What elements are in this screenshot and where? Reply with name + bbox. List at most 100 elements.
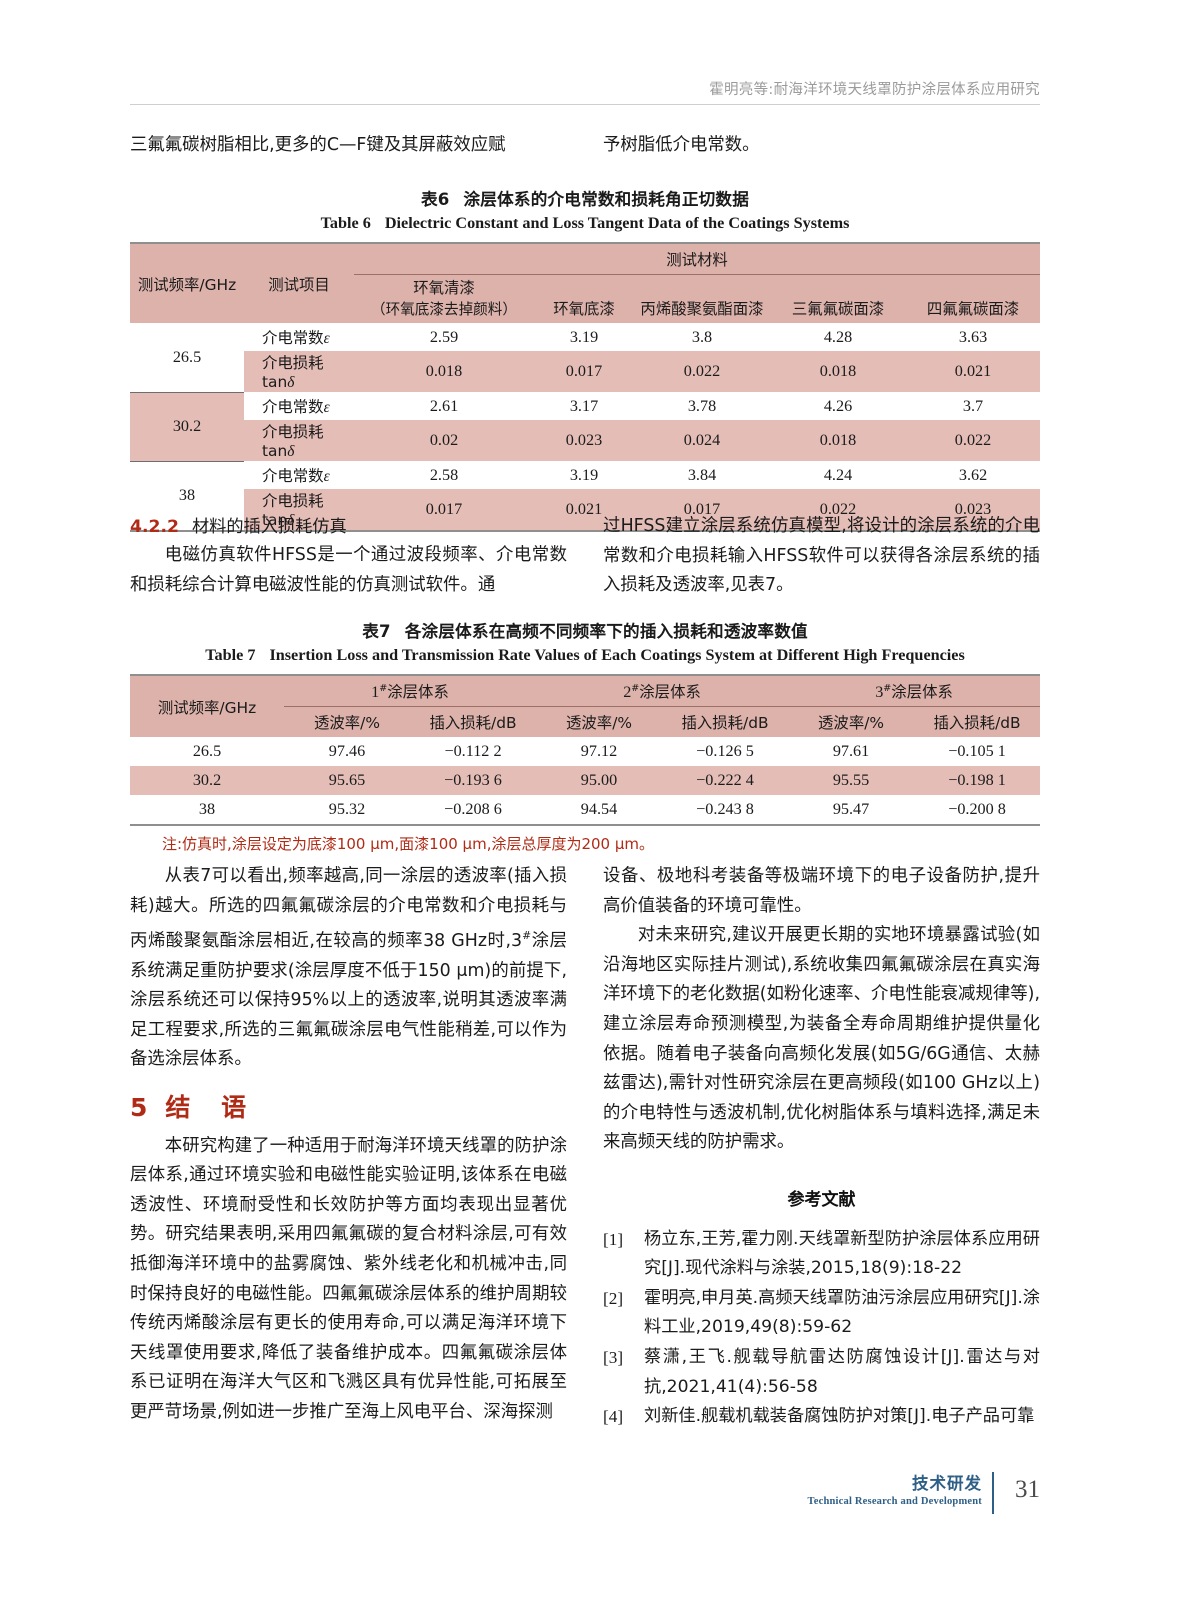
table6-cell: 0.024: [683, 431, 721, 449]
table6-freq-0: 26.5: [130, 323, 244, 393]
table7-cell: −0.105 1: [948, 742, 1006, 760]
table6-freq-2: 38: [130, 461, 244, 532]
reference-index: [4]: [603, 1407, 624, 1427]
table-row: 介电损耗tanδ 0.018 0.017 0.022 0.018 0.021: [130, 351, 1041, 392]
references-title: 参考文献: [787, 1189, 856, 1210]
table7-subcol-loss-2: 插入损耗/dB: [681, 714, 769, 732]
table6-cell: 0.02: [429, 431, 459, 449]
table6-caption-cn-text: 涂层体系的介电常数和损耗角正切数据: [463, 190, 750, 209]
table6-cell: 2.59: [429, 327, 459, 346]
table6-cell: 3.84: [687, 465, 717, 484]
table7-subcol-trans-3: 透波率/%: [818, 714, 885, 732]
table7-cell: −0.126 5: [696, 742, 754, 760]
section-4-2-2-left: 4.2.2 材料的插入损耗仿真 电磁仿真软件HFSS是一个通过波段频率、介电常数和…: [130, 512, 567, 618]
table7-system-3: 3#涂层体系: [788, 674, 1041, 707]
table6-cell: 0.017: [354, 489, 534, 532]
table7-caption-cn-number: 表7: [362, 622, 391, 641]
section-4-2-2-number: 4.2.2: [130, 517, 179, 537]
reference-text: 蔡潇,王飞.舰载导航雷达防腐蚀设计[J].雷达与对抗,2021,41(4):56…: [644, 1346, 1040, 1397]
table6-cell: 0.023: [906, 489, 1041, 532]
section-4-2-2-paragraph-left: 电磁仿真软件HFSS是一个通过波段频率、介电常数和损耗综合计算电磁波性能的仿真测…: [130, 545, 567, 595]
table7-cell: −0.193 6: [444, 771, 502, 789]
table7-subcol-trans-1: 透波率/%: [314, 714, 380, 732]
table7-cell: 95.55: [832, 771, 870, 789]
page-footer: 技术研发 Technical Research and Development …: [130, 1470, 1040, 1530]
section-5-heading: 5 结 语: [130, 1093, 567, 1123]
table6-caption-en-text: Dielectric Constant and Loss Tangent Dat…: [384, 214, 850, 232]
table7-caption-cn: 表7 各涂层体系在高频不同频率下的插入损耗和透波率数值: [130, 618, 1040, 642]
running-head: 霍明亮等:耐海洋环境天线罩防护涂层体系应用研究: [709, 82, 1040, 98]
section-4-2-2-paragraph-right: 过HFSS建立涂层系统仿真模型,将设计的涂层系统的介电常数和介电损耗输入HFSS…: [603, 516, 1040, 596]
table6-row-label-eps: 介电常数ε: [262, 467, 330, 485]
table6-caption-en: Table 6 Dielectric Constant and Loss Tang…: [130, 214, 1040, 233]
table6-caption-cn: 表6 涂层体系的介电常数和损耗角正切数据: [130, 186, 1040, 210]
table7-cell: 95.00: [580, 771, 618, 789]
table7-note: 注:仿真时,涂层设定为底漆100 μm,面漆100 μm,涂层总厚度为200 μ…: [162, 835, 655, 853]
table6-cell: 0.018: [819, 362, 857, 380]
table6-row-label-tan: 介电损耗tanδ: [244, 489, 354, 532]
table7-cell: 95.32: [284, 795, 410, 826]
list-item: [3] 蔡潇,王飞.舰载导航雷达防腐蚀设计[J].雷达与对抗,2021,41(4…: [603, 1343, 1040, 1402]
table7-cell: −0.198 1: [948, 771, 1006, 789]
table6-cell: 3.17: [569, 396, 599, 415]
table6-cell: 0.022: [683, 362, 721, 380]
table6-cell: 3.8: [691, 327, 713, 346]
table6-material-2: 环氧底漆: [553, 300, 615, 318]
table6-row-label-tan: 介电损耗tanδ: [262, 354, 324, 391]
table6: 测试频率/GHz 测试项目 测试材料 环氧清漆 （环氧底漆去掉颜料） 环氧底漆 …: [130, 242, 1041, 532]
table7-system-2: 2#涂层体系: [536, 674, 789, 707]
table-row: 38 介电常数ε 2.58 3.19 3.84 4.24 3.62: [130, 461, 1040, 532]
table7-cell: −0.222 4: [696, 771, 754, 789]
table6-cell: 3.7: [962, 396, 984, 415]
reference-text: 杨立东,王芳,霍力刚.天线罩新型防护涂层体系应用研究[J].现代涂料与涂装,20…: [644, 1228, 1040, 1279]
section-5-number: 5: [130, 1092, 149, 1122]
table6-cell: 0.018: [425, 362, 463, 380]
body-right-paragraph-2: 对未来研究,建议开展更长期的实地环境暴露试验(如沿海地区实际挂片测试),系统收集…: [603, 925, 1040, 1153]
table7-caption-en: Table 7 Insertion Loss and Transmission R…: [130, 646, 1040, 665]
table-row: 38 95.32 −0.208 6 94.54 −0.243 8 95.47 −…: [130, 795, 1041, 826]
table6-cell: 0.018: [819, 431, 857, 449]
table6-freq-1: 30.2: [130, 392, 244, 462]
list-item: [2] 霍明亮,申月英.高频天线罩防油污涂层应用研究[J].涂料工业,2019,…: [603, 1284, 1040, 1343]
footer-section-label-cn: 技术研发: [912, 1474, 982, 1493]
table-row: 介电损耗tanδ 0.02 0.023 0.024 0.018 0.022: [130, 420, 1041, 461]
table7-cell: 95.65: [328, 771, 366, 789]
body-left-paragraph-1: 从表7可以看出,频率越高,同一涂层的透波率(插入损耗)越大。所选的四氟氟碳涂层的…: [130, 866, 567, 1070]
table6-group-header: 测试材料: [354, 242, 1041, 275]
section-4-2-2-right: 过HFSS建立涂层系统仿真模型,将设计的涂层系统的介电常数和介电损耗输入HFSS…: [603, 512, 1040, 601]
table6-cell: 0.017: [565, 362, 603, 380]
table7-header-row-1: 测试频率/GHz 1#涂层体系 2#涂层体系 3#涂层体系: [130, 674, 1041, 737]
list-item: [4] 刘新佳.舰载机载装备腐蚀防护对策[J].电子产品可靠: [603, 1402, 1040, 1432]
table6-col-item: 测试项目: [244, 242, 354, 323]
table6-cell: 3.19: [569, 327, 599, 346]
body-left-column: 从表7可以看出,频率越高,同一涂层的透波率(插入损耗)越大。所选的四氟氟碳涂层的…: [130, 862, 567, 1427]
table6-cell: 2.61: [429, 396, 459, 415]
references-list: [1] 杨立东,王芳,霍力刚.天线罩新型防护涂层体系应用研究[J].现代涂料与涂…: [603, 1225, 1040, 1432]
list-item: [1] 杨立东,王芳,霍力刚.天线罩新型防护涂层体系应用研究[J].现代涂料与涂…: [603, 1225, 1040, 1284]
lead-paragraph-left: 三氟氟碳树脂相比,更多的C—F键及其屏蔽效应赋: [130, 135, 506, 155]
table6-cell: 0.023: [565, 431, 603, 449]
table7-cell: 97.46: [328, 742, 366, 760]
table6-row-label-tan: 介电损耗tanδ: [262, 423, 324, 460]
table-row: 介电损耗tanδ 0.017 0.021 0.017 0.022 0.023: [130, 489, 1041, 532]
table6-cell: 0.017: [634, 489, 770, 532]
table7-subcol-loss-3: 插入损耗/dB: [933, 714, 1021, 732]
table6-caption-en-number: Table 6: [320, 214, 371, 232]
table6-material-1: 环氧清漆 （环氧底漆去掉颜料）: [371, 279, 517, 318]
table6-cell: 0.022: [954, 431, 992, 449]
table6-cell: 3.63: [958, 327, 988, 346]
table-row: 26.5 97.46 −0.112 2 97.12 −0.126 5 97.61…: [130, 737, 1040, 766]
table7-cell: 97.61: [832, 742, 870, 760]
table6-cell: 4.24: [823, 465, 853, 484]
reference-text: 刘新佳.舰载机载装备腐蚀防护对策[J].电子产品可靠: [644, 1406, 1035, 1427]
table7: 测试频率/GHz 1#涂层体系 2#涂层体系 3#涂层体系 透波率/% 插入损耗…: [130, 674, 1041, 826]
table6-cell: 3.62: [958, 465, 988, 484]
table-row: 30.2 95.65 −0.193 6 95.00 −0.222 4 95.55…: [130, 766, 1041, 795]
table7-block: 表7 各涂层体系在高频不同频率下的插入损耗和透波率数值 Table 7 Insert…: [130, 618, 1041, 854]
table6-col-freq: 测试频率/GHz: [130, 242, 244, 323]
table7-subcol-trans-2: 透波率/%: [566, 714, 632, 732]
table6-cell: 2.58: [429, 465, 459, 484]
table6-cell: 4.28: [823, 327, 853, 346]
reference-index: [3]: [603, 1347, 624, 1367]
table7-caption-cn-text: 各涂层体系在高频不同频率下的插入损耗和透波率数值: [404, 622, 808, 641]
